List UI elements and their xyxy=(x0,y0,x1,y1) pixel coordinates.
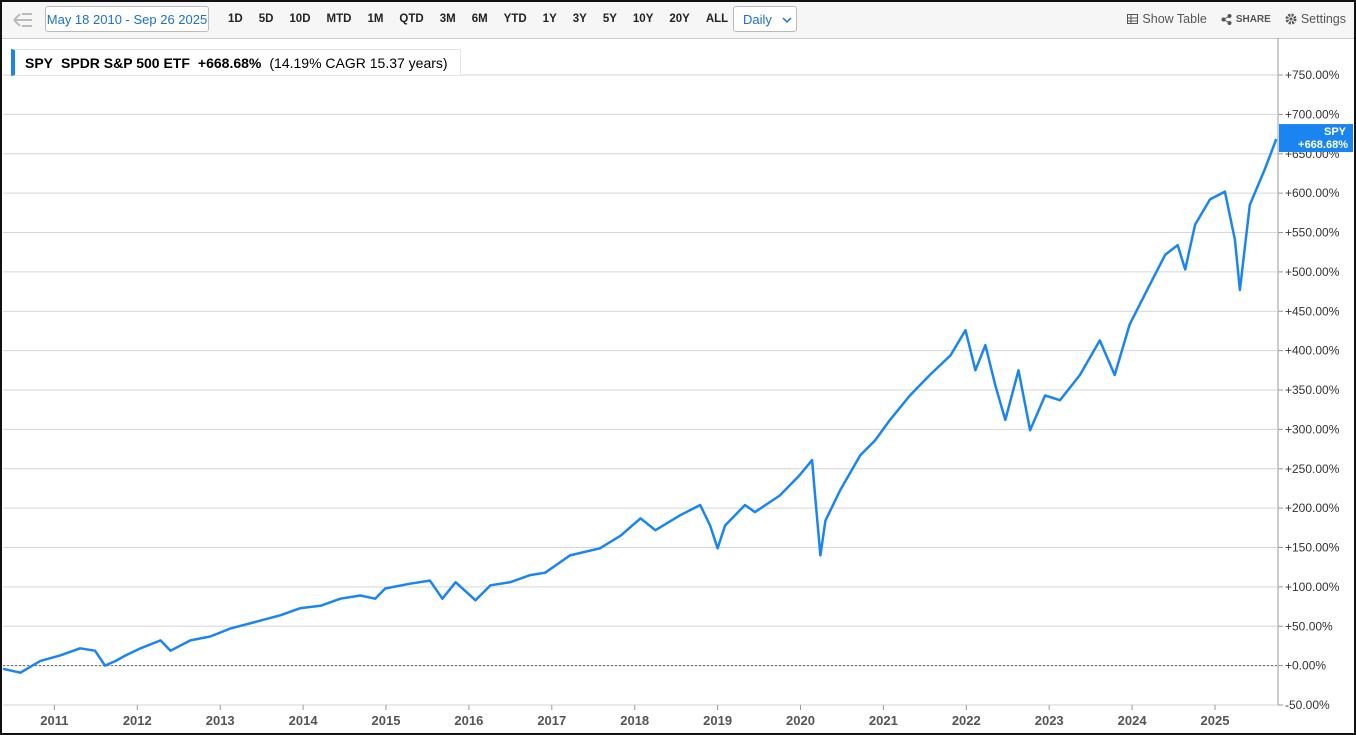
x-tick-label: 2021 xyxy=(869,713,898,728)
y-tick-label: +0.00% xyxy=(1285,659,1326,673)
y-tick-label: +600.00% xyxy=(1285,186,1340,200)
interval-select[interactable]: Daily xyxy=(733,6,797,32)
x-tick-label: 2012 xyxy=(123,713,152,728)
y-tick-label: +750.00% xyxy=(1285,68,1340,82)
x-tick-label: 2015 xyxy=(372,713,401,728)
y-tick-label: +50.00% xyxy=(1285,619,1333,633)
x-tick-label: 2011 xyxy=(40,713,68,728)
interval-label: Daily xyxy=(743,12,772,27)
y-tick-label: +300.00% xyxy=(1285,422,1340,436)
range-button[interactable]: 1Y xyxy=(542,13,557,25)
y-tick-label: +250.00% xyxy=(1285,462,1340,476)
x-tick-label: 2017 xyxy=(537,713,566,728)
x-tick-label: 2016 xyxy=(454,713,483,728)
legend-name: SPDR S&P 500 ETF xyxy=(61,54,190,71)
range-button[interactable]: 1M xyxy=(367,13,384,25)
chevron xyxy=(782,17,792,24)
share-label: SHARE xyxy=(1235,13,1271,25)
range-button[interactable]: MTD xyxy=(326,13,352,25)
share-button[interactable]: SHARE xyxy=(1221,13,1271,25)
toolbar: May 18 2010 - Sep 26 2025 1D 5D 10D MTD 1M QT… xyxy=(2,2,1354,39)
legend-detail: (14.19% CAGR 15.37 years) xyxy=(269,54,448,71)
range-button[interactable]: 3M xyxy=(439,13,456,25)
range-button[interactable]: QTD xyxy=(399,13,424,25)
y-tick-label: +150.00% xyxy=(1285,541,1340,555)
price-badge: SPY+668.68% xyxy=(1279,124,1353,153)
show-table-button[interactable]: Show Table xyxy=(1127,12,1207,26)
x-tick-label: 2023 xyxy=(1035,713,1064,728)
x-tick-label: 2024 xyxy=(1118,713,1148,728)
back-icon[interactable] xyxy=(12,10,34,30)
y-tick-label: +700.00% xyxy=(1285,107,1340,121)
range-buttons: 1D 5D 10D MTD 1M QTD 3M 6M YTD 1Y 3Y 5Y 10Y 20Y ALL xyxy=(220,6,736,32)
range-button[interactable]: 1D xyxy=(228,13,243,25)
share-icon xyxy=(1221,13,1232,25)
x-tick-label: 2022 xyxy=(952,713,981,728)
range-button[interactable]: 5D xyxy=(258,13,274,25)
settings-label: Settings xyxy=(1300,12,1346,26)
y-tick-label: +350.00% xyxy=(1285,383,1340,397)
tools: Show Table SHARE Settings xyxy=(1127,6,1346,32)
y-tick-label: +450.00% xyxy=(1285,304,1340,318)
badge-ticker: SPY xyxy=(1324,126,1347,138)
date-range[interactable]: May 18 2010 - Sep 26 2025 xyxy=(45,6,209,32)
legend: SPY SPDR S&P 500 ETF +668.68% (14.19% CA… xyxy=(11,49,461,76)
x-tick-label: 2020 xyxy=(786,713,815,728)
range-button[interactable]: 10Y xyxy=(632,13,654,25)
series-line xyxy=(2,138,1278,674)
range-button[interactable]: 20Y xyxy=(669,13,690,25)
y-tick-label: +400.00% xyxy=(1285,344,1340,358)
y-tick-label: +500.00% xyxy=(1285,265,1340,279)
y-tick-label: +200.00% xyxy=(1285,501,1340,515)
x-tick-label: 2019 xyxy=(703,713,732,728)
badge-box xyxy=(1279,124,1353,153)
range-button[interactable]: 3Y xyxy=(572,13,587,25)
legend-change: +668.68% xyxy=(197,54,262,71)
x-tick-label: 2018 xyxy=(620,713,649,728)
y-tick-label: +550.00% xyxy=(1285,226,1340,240)
y-tick-label: -50.00% xyxy=(1285,698,1330,712)
range-button[interactable]: 10D xyxy=(289,13,311,25)
range-button[interactable]: 6M xyxy=(471,13,488,25)
legend-ticker: SPY xyxy=(25,54,54,71)
x-tick-label: 2013 xyxy=(206,713,235,728)
range-button[interactable]: 5Y xyxy=(602,13,617,25)
settings-button[interactable]: Settings xyxy=(1285,12,1346,26)
x-tick-label: 2014 xyxy=(289,713,319,728)
badge-change: +668.68% xyxy=(1298,139,1348,151)
x-tick-label: 2025 xyxy=(1201,713,1230,728)
gear-icon xyxy=(1285,13,1297,25)
range-button[interactable]: YTD xyxy=(503,13,527,25)
show-table-label: Show Table xyxy=(1142,12,1207,26)
table-icon xyxy=(1127,14,1139,24)
y-tick-label: +100.00% xyxy=(1285,580,1340,594)
range-button[interactable]: ALL xyxy=(705,13,729,25)
